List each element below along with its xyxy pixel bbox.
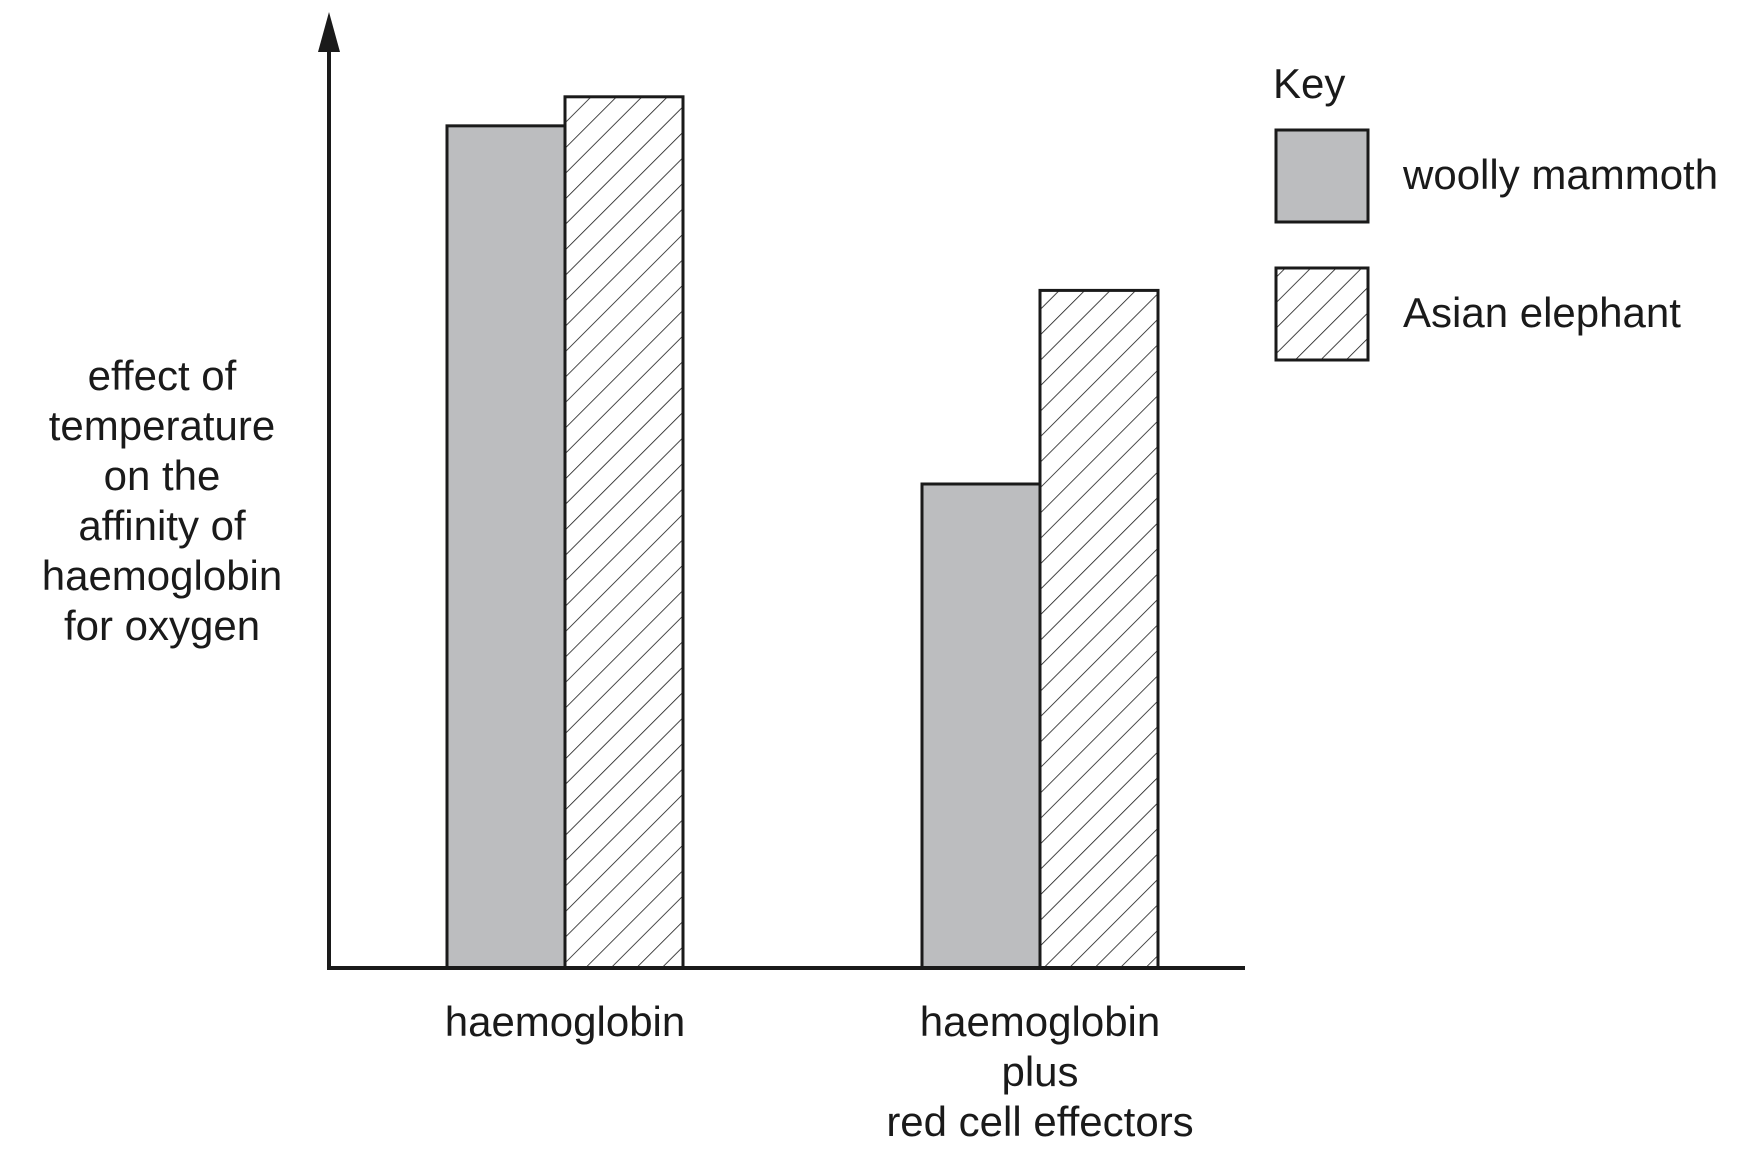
y-axis-label: effect of temperature on the affinity of hae…	[42, 352, 283, 649]
x-tick-label-line: plus	[1001, 1048, 1078, 1095]
y-axis-label-line: effect of	[88, 352, 237, 399]
y-axis-label-line: temperature	[49, 402, 275, 449]
legend-label-asian-elephant: Asian elephant	[1403, 289, 1681, 336]
bar-woolly-mammoth-2	[920, 482, 1042, 970]
bar-asian-elephant-1	[563, 95, 685, 970]
x-tick-label-1: haemoglobin	[445, 998, 686, 1045]
y-axis-label-line: affinity of	[78, 502, 246, 549]
x-tick-label-line: red cell effectors	[886, 1098, 1193, 1145]
y-axis-label-line: on the	[104, 452, 221, 499]
legend-label-woolly-mammoth: woolly mammoth	[1402, 151, 1718, 198]
x-tick-label-line: haemoglobin	[445, 998, 686, 1045]
x-tick-label-2: haemoglobin plus red cell effectors	[886, 998, 1193, 1145]
legend-swatch-woolly-mammoth	[1274, 128, 1370, 224]
legend-title: Key	[1273, 60, 1345, 107]
bars-group	[445, 95, 1160, 970]
legend-swatch-asian-elephant	[1274, 266, 1370, 362]
legend: Key woolly mammoth Asian elephant	[1273, 60, 1718, 362]
x-axis-labels: haemoglobin haemoglobin plus red cell effec…	[445, 998, 1194, 1145]
x-tick-label-line: haemoglobin	[920, 998, 1161, 1045]
y-axis-label-line: for oxygen	[64, 602, 260, 649]
y-axis-arrow-icon	[318, 12, 340, 52]
bar-asian-elephant-2	[1038, 288, 1160, 970]
y-axis-label-line: haemoglobin	[42, 552, 283, 599]
bar-woolly-mammoth-1	[445, 124, 567, 970]
